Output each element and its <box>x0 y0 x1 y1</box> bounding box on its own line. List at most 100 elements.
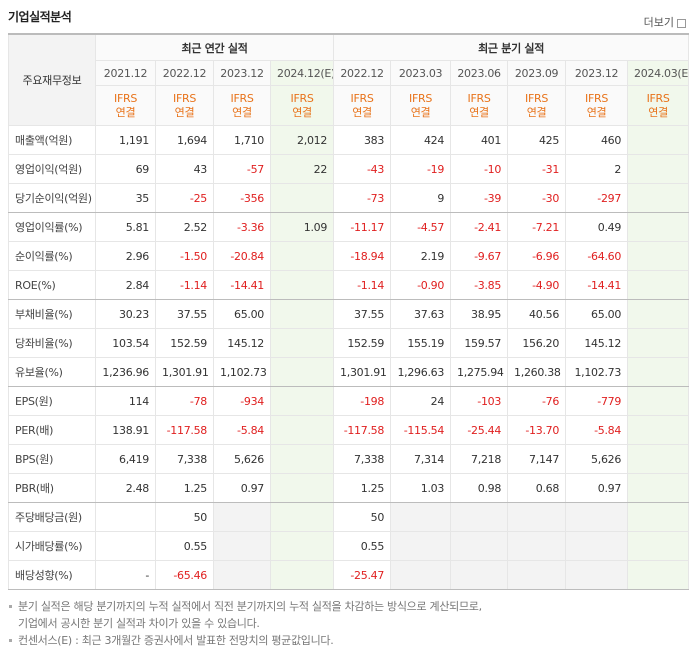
value-cell: -57 <box>213 154 271 184</box>
value-cell <box>269 241 335 271</box>
value-cell <box>269 531 335 561</box>
value-cell: 114 <box>95 386 156 416</box>
data-row: 유보율(%) 1,236.96 1,301.91 1,102.73 1,301.91 1,… <box>8 357 690 387</box>
basis-text: IFRS <box>350 91 374 105</box>
value-cell: -117.58 <box>333 415 392 445</box>
value-cell: 152.59 <box>333 328 392 358</box>
row-label: 주당배당금(원) <box>8 502 96 532</box>
value-cell: -25.44 <box>450 415 509 445</box>
period-header: 2024.12(E) <box>269 60 335 86</box>
basis-text: 연결 <box>586 105 607 119</box>
data-row: 당기순이익(억원) 35 -25 -356 -73 9 -39 -30 -297 <box>8 183 690 213</box>
row-label: 매출액(억원) <box>8 125 96 155</box>
value-cell: 0.98 <box>450 473 509 503</box>
value-cell: 460 <box>565 125 629 155</box>
row-label: 배당성향(%) <box>8 560 96 590</box>
value-cell: 1,102.73 <box>565 357 629 387</box>
note-line: 분기 실적은 해당 분기까지의 누적 실적에서 직전 분기까지의 누적 실적을 … <box>8 598 482 615</box>
value-cell <box>565 531 629 561</box>
row-label: 당좌비율(%) <box>8 328 96 358</box>
value-cell <box>627 357 690 387</box>
value-cell: -4.57 <box>390 212 452 242</box>
value-cell: 1,710 <box>213 125 271 155</box>
value-cell: -30 <box>507 183 567 213</box>
value-cell: -14.41 <box>565 270 629 300</box>
value-cell <box>269 357 335 387</box>
value-cell: 425 <box>507 125 567 155</box>
value-cell: 7,338 <box>333 444 392 474</box>
basis-header: IFRS 연결 <box>269 85 335 126</box>
row-label: BPS(원) <box>8 444 96 474</box>
value-cell: 1.25 <box>333 473 392 503</box>
data-row: 부채비율(%) 30.23 37.55 65.00 37.55 37.63 38.95 40.… <box>8 299 690 329</box>
basis-text: 연결 <box>115 105 136 119</box>
row-label: 유보율(%) <box>8 357 96 387</box>
value-cell: 2,012 <box>269 125 335 155</box>
value-cell: -20.84 <box>213 241 271 271</box>
value-cell <box>269 386 335 416</box>
value-cell <box>627 473 690 503</box>
value-cell: 9 <box>390 183 452 213</box>
basis-text: IFRS <box>525 91 549 105</box>
period-header: 2021.12 <box>95 60 156 86</box>
value-cell: 1,301.91 <box>155 357 214 387</box>
value-cell <box>269 183 335 213</box>
data-row: 순이익률(%) 2.96 -1.50 -20.84 -18.94 2.19 -9.67 -6.… <box>8 241 690 271</box>
value-cell: -78 <box>155 386 214 416</box>
value-cell: -3.85 <box>450 270 509 300</box>
value-cell: 2.19 <box>390 241 452 271</box>
basis-text: IFRS <box>409 91 433 105</box>
basis-text: 연결 <box>292 105 312 119</box>
row-label: 순이익률(%) <box>8 241 96 271</box>
value-cell <box>269 328 335 358</box>
value-cell: -103 <box>450 386 509 416</box>
value-cell <box>213 502 271 532</box>
basis-text: IFRS <box>114 91 137 105</box>
value-cell <box>627 415 690 445</box>
value-cell: -4.90 <box>507 270 567 300</box>
value-cell: -934 <box>213 386 271 416</box>
value-cell: 159.57 <box>450 328 509 358</box>
value-cell <box>507 502 567 532</box>
basis-text: IFRS <box>467 91 491 105</box>
value-cell: 7,314 <box>390 444 452 474</box>
data-row: EPS(원) 114 -78 -934 -198 24 -103 -76 -779 <box>8 386 690 416</box>
value-cell: 1,694 <box>155 125 214 155</box>
data-row: 주당배당금(원) 50 50 <box>8 502 690 532</box>
data-row: 배당성향(%) - -65.46 -25.47 <box>8 560 690 590</box>
value-cell <box>627 183 690 213</box>
value-cell <box>390 560 452 590</box>
value-cell <box>565 502 629 532</box>
more-icon[interactable] <box>677 18 686 28</box>
value-cell: 2.96 <box>95 241 156 271</box>
value-cell <box>627 125 690 155</box>
value-cell <box>95 502 156 532</box>
data-row: PER(배) 138.91 -117.58 -5.84 -117.58 -115.54 -2… <box>8 415 690 445</box>
more-text[interactable]: 더보기 <box>643 16 674 29</box>
row-label: 영업이익(억원) <box>8 154 96 184</box>
value-cell: 424 <box>390 125 452 155</box>
header-row: 주요재무정보 최근 연간 실적 최근 분기 실적 <box>8 33 690 126</box>
value-cell: 7,338 <box>155 444 214 474</box>
note-line: 컨센서스(E) : 최근 3개월간 증권사에서 발표한 전망치의 평균값입니다. <box>8 632 482 649</box>
value-cell: 24 <box>390 386 452 416</box>
value-cell: 7,218 <box>450 444 509 474</box>
value-cell: -779 <box>565 386 629 416</box>
value-cell: -1.14 <box>155 270 214 300</box>
basis-text: 연결 <box>352 105 372 119</box>
notes: 분기 실적은 해당 분기까지의 누적 실적에서 직전 분기까지의 누적 실적을 … <box>8 598 482 649</box>
value-cell <box>213 531 271 561</box>
value-cell: 5,626 <box>213 444 271 474</box>
value-cell: 35 <box>95 183 156 213</box>
value-cell: -11.17 <box>333 212 392 242</box>
value-cell <box>450 502 509 532</box>
value-cell: -43 <box>333 154 392 184</box>
value-cell: 5.81 <box>95 212 156 242</box>
data-row: ROE(%) 2.84 -1.14 -14.41 -1.14 -0.90 -3.85 -4.9… <box>8 270 690 300</box>
more-link[interactable]: 더보기 <box>644 14 686 30</box>
row-label: PBR(배) <box>8 473 96 503</box>
value-cell: 1,236.96 <box>95 357 156 387</box>
value-cell: 155.19 <box>390 328 452 358</box>
value-cell: 0.68 <box>507 473 567 503</box>
